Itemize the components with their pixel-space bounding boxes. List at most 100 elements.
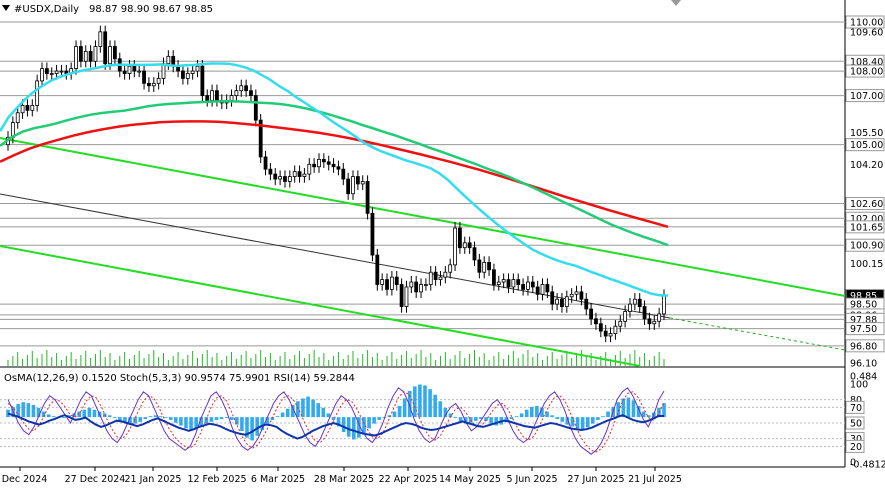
candle-body	[642, 306, 647, 320]
osma-bar	[626, 397, 631, 418]
candle	[428, 266, 433, 291]
candle	[25, 99, 30, 117]
candle-body	[458, 227, 462, 249]
candle	[579, 285, 584, 306]
osma-bar	[392, 411, 397, 418]
candle-body	[25, 105, 30, 111]
candle	[74, 40, 78, 75]
osma-bar	[519, 413, 524, 418]
candle-body	[321, 158, 326, 163]
candle-body	[632, 298, 637, 305]
candle	[151, 77, 156, 92]
candle-body	[560, 298, 564, 307]
candle	[98, 25, 103, 53]
osma-bar	[423, 385, 427, 418]
osma-bar	[219, 417, 224, 419]
candle	[190, 64, 195, 80]
candle	[142, 64, 146, 90]
osma-bar	[128, 417, 132, 425]
price-label-box	[845, 322, 885, 336]
candle-body	[467, 242, 472, 249]
osma-bar	[199, 417, 204, 427]
candle	[482, 256, 487, 279]
osma-bar	[143, 417, 148, 419]
osma-bar	[438, 401, 443, 418]
osma-bar	[250, 417, 254, 441]
candle-body	[501, 279, 506, 283]
osma-bar	[621, 398, 626, 418]
candle	[88, 45, 93, 68]
osc-tick-label: 70	[850, 403, 862, 414]
candle-body	[30, 105, 35, 111]
candle-body	[623, 311, 628, 322]
candle-body	[365, 181, 370, 214]
candle-body	[409, 281, 414, 288]
candle-body	[603, 330, 608, 337]
osma-bar	[209, 417, 214, 422]
candle-body	[336, 166, 341, 170]
candle-body	[98, 31, 103, 47]
price-label-box	[845, 339, 885, 353]
osma-bar	[560, 417, 565, 422]
candle	[389, 271, 394, 296]
candle-body	[647, 318, 652, 325]
osma-bar	[585, 417, 590, 428]
candle-body	[375, 254, 380, 285]
candle	[409, 275, 414, 294]
osma-bar	[123, 417, 127, 423]
osma-bar	[351, 417, 356, 440]
osma-bar	[107, 415, 112, 418]
candle	[628, 297, 632, 318]
osma-bar	[580, 417, 585, 430]
osc-tick-label: -0.4812	[850, 460, 885, 471]
candle-body	[185, 73, 190, 79]
osma-histogram	[6, 384, 666, 441]
osma-bar	[138, 417, 143, 422]
osma-bar	[575, 417, 580, 429]
osma-bar	[174, 417, 178, 423]
level-lines	[0, 21, 845, 347]
candle	[336, 160, 341, 176]
candle	[535, 280, 540, 301]
candle-body	[419, 284, 423, 293]
candle	[35, 74, 40, 112]
osma-bar	[321, 407, 326, 418]
candle	[521, 278, 525, 296]
osma-bar	[163, 417, 168, 419]
candle	[526, 275, 530, 296]
osma-bar	[596, 417, 600, 420]
osma-bar	[77, 411, 81, 418]
osma-bar	[489, 417, 493, 424]
price-tick-label: 97.50	[850, 324, 877, 335]
osma-bar	[443, 407, 448, 418]
candle-body	[618, 320, 623, 327]
symbol-label: #USDX,Daily	[14, 4, 79, 15]
candle	[249, 84, 253, 102]
candle-body	[472, 247, 477, 261]
candle	[297, 165, 302, 183]
osma-bar	[529, 406, 534, 418]
osma-bar	[82, 409, 87, 418]
candle-body	[297, 171, 302, 177]
time-tick-label: 6 Mar 2025	[251, 474, 305, 485]
candle	[555, 293, 559, 311]
candle-body	[511, 279, 516, 288]
candle	[351, 170, 355, 200]
candle-body	[438, 276, 443, 280]
osma-bar	[102, 413, 107, 418]
osma-bar	[357, 417, 361, 438]
osma-bar	[601, 416, 605, 418]
candle	[253, 89, 258, 127]
osma-bar	[402, 398, 407, 418]
candle	[205, 89, 210, 107]
osma-bar	[397, 405, 402, 418]
osma-bar	[87, 407, 92, 418]
time-tick-label: 21 Jul 2025	[628, 474, 682, 485]
time-tick-label: 14 May 2025	[439, 474, 501, 485]
candle	[341, 163, 346, 186]
osma-bar	[346, 417, 351, 437]
